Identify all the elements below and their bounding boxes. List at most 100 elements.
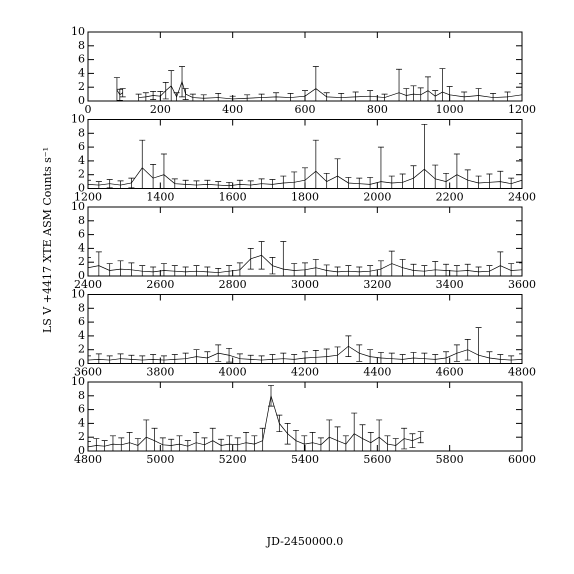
y-tick-label: 10 (71, 113, 85, 126)
error-bar (421, 352, 428, 364)
error-bar (184, 440, 191, 451)
error-bar (497, 251, 504, 276)
error-bar (302, 90, 308, 101)
y-tick-label: 0 (78, 357, 85, 370)
error-bar (162, 82, 169, 100)
error-bar (171, 354, 178, 364)
error-bar (376, 419, 383, 451)
error-bar (234, 437, 241, 451)
y-tick-label: 2 (78, 430, 85, 443)
x-tick-label: 5000 (146, 453, 174, 466)
error-bar (508, 177, 515, 189)
error-bar (399, 354, 406, 364)
error-bar (367, 265, 374, 276)
error-bar (157, 90, 164, 101)
x-tick-label: 1200 (508, 103, 536, 116)
error-bar (312, 139, 319, 189)
x-tick-label: 3600 (508, 278, 536, 291)
error-bar (117, 353, 124, 364)
x-tick-label: 1800 (291, 191, 319, 204)
error-bar (410, 165, 417, 189)
error-bar (168, 70, 175, 101)
error-bar (106, 355, 113, 364)
error-bar (193, 180, 200, 189)
error-bar (116, 88, 123, 101)
error-bar (236, 179, 243, 189)
error-bar (519, 83, 522, 101)
y-tick-label: 6 (78, 403, 85, 416)
error-bar (432, 90, 439, 101)
y-tick-label: 10 (71, 200, 85, 213)
error-bar (269, 179, 276, 189)
error-bar (417, 87, 424, 101)
error-bar (396, 68, 403, 101)
error-bar (410, 85, 417, 101)
error-bar (504, 91, 511, 101)
error-bar (171, 265, 178, 276)
x-tick-label: 200 (150, 103, 171, 116)
error-bar (359, 424, 366, 451)
error-bar (486, 173, 493, 189)
error-bar (388, 352, 395, 364)
error-bar (409, 433, 416, 448)
error-bar (134, 438, 141, 451)
error-bar (258, 241, 265, 270)
x-tick-label: 4400 (363, 366, 391, 379)
error-bar (323, 264, 330, 276)
error-bar (143, 419, 150, 451)
error-bar (421, 123, 428, 189)
error-bar (268, 385, 275, 407)
error-bar (269, 354, 276, 364)
error-bar (424, 76, 431, 101)
error-bar (204, 351, 211, 364)
error-bar (309, 432, 316, 451)
error-bar (160, 355, 167, 364)
y-tick-label: 4 (78, 329, 85, 342)
error-bar (323, 172, 330, 189)
error-bar (486, 351, 493, 364)
error-bar (173, 92, 180, 101)
error-bar (519, 353, 522, 364)
y-tick-label: 0 (78, 444, 85, 457)
error-bar (171, 178, 178, 189)
error-bar (193, 265, 200, 276)
error-bar (117, 260, 124, 276)
error-bar (508, 355, 515, 364)
error-bar (259, 427, 266, 451)
error-bar (106, 263, 113, 276)
error-bar (302, 351, 308, 364)
error-bar (215, 181, 222, 189)
x-tick-label: 2800 (219, 278, 247, 291)
error-bar (182, 352, 189, 364)
error-bar (204, 266, 211, 276)
error-bar (280, 352, 287, 364)
error-bar (226, 347, 233, 363)
error-bar (139, 355, 146, 364)
error-bar (377, 146, 384, 189)
x-tick-label: 0 (85, 103, 92, 116)
error-bar (106, 179, 113, 189)
error-bar (236, 353, 243, 364)
error-bar (244, 94, 251, 101)
error-bar (432, 261, 439, 276)
x-tick-label: 5400 (291, 453, 319, 466)
error-bar (182, 266, 189, 276)
error-bar (453, 344, 460, 362)
error-bar (215, 93, 222, 101)
error-bar (345, 335, 352, 357)
error-bar (326, 419, 333, 451)
error-bar (215, 268, 222, 276)
y-tick-label: 4 (78, 416, 85, 429)
error-bar (226, 265, 233, 276)
x-tick-label: 3000 (291, 278, 319, 291)
error-bar (475, 266, 482, 276)
error-bar (367, 349, 374, 364)
plot-area (88, 327, 522, 364)
y-tick-label: 6 (78, 53, 85, 66)
error-bar (490, 93, 497, 101)
error-bar (93, 438, 100, 451)
error-bar (150, 90, 157, 100)
error-bar (461, 91, 468, 101)
x-tick-label: 4000 (219, 366, 247, 379)
x-tick-label: 1200 (74, 191, 102, 204)
